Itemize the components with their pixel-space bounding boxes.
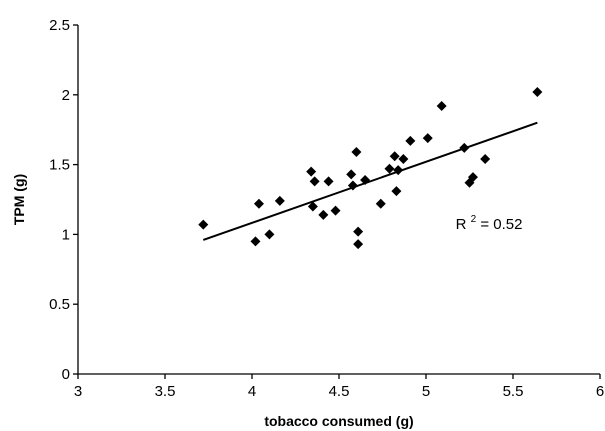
axes [77, 25, 600, 375]
data-point-diamond [347, 180, 358, 191]
data-point-diamond [351, 147, 362, 158]
data-point-diamond [384, 163, 395, 174]
x-tick-label: 4.5 [329, 383, 350, 400]
x-tick-label: 4 [248, 383, 256, 400]
x-tick-label: 5 [422, 383, 430, 400]
data-point-diamond [459, 142, 470, 153]
data-point-diamond [467, 172, 478, 183]
data-point-diamond [250, 236, 261, 247]
y-tick-label: 0 [62, 366, 70, 383]
y-tick-label: 1 [62, 226, 70, 243]
trend-line [202, 121, 538, 241]
data-point-diamond [330, 205, 341, 216]
data-point-diamond [405, 135, 416, 146]
r-squared-annotation: R 2 = 0.52 [456, 209, 523, 233]
x-tick-label: 3.5 [155, 383, 176, 400]
y-axis-title: TPM (g) [11, 174, 27, 225]
data-point-diamond [532, 87, 543, 98]
data-points [198, 87, 543, 250]
data-point-diamond [360, 174, 371, 185]
data-point-diamond [436, 100, 447, 111]
data-point-diamond [264, 229, 275, 240]
x-axis-title: tobacco consumed (g) [264, 413, 413, 429]
data-point-diamond [307, 201, 318, 212]
data-point-diamond [318, 209, 329, 220]
r-squared-superscript: 2 [471, 214, 477, 225]
y-tick-label: 2 [62, 87, 70, 104]
x-axis-ticks: 3 3.5 4 4.5 5 5.5 6 [74, 374, 604, 400]
x-tick-label: 6 [596, 383, 604, 400]
data-point-diamond [346, 169, 357, 180]
data-point-diamond [198, 219, 209, 230]
data-point-diamond [375, 198, 386, 209]
y-axis-ticks: 0 0.5 1 1.5 2 2.5 [49, 17, 78, 383]
data-point-diamond [398, 154, 409, 165]
data-point-diamond [393, 165, 404, 176]
r-squared-value: = 0.52 [480, 216, 522, 233]
data-point-diamond [253, 198, 264, 209]
data-point-diamond [323, 176, 334, 187]
y-tick-label: 2.5 [49, 17, 70, 34]
data-point-diamond [389, 151, 400, 162]
data-point-diamond [391, 186, 402, 197]
data-point-diamond [306, 166, 317, 177]
data-point-diamond [353, 226, 364, 237]
r-squared-symbol: R [456, 216, 467, 233]
data-point-diamond [274, 195, 285, 206]
data-point-diamond [309, 176, 320, 187]
data-point-diamond [353, 239, 364, 250]
x-tick-label: 3 [74, 383, 82, 400]
data-point-diamond [480, 154, 491, 165]
y-tick-label: 1.5 [49, 157, 70, 174]
x-tick-label: 5.5 [503, 383, 524, 400]
data-point-diamond [422, 133, 433, 144]
y-tick-label: 0.5 [49, 296, 70, 313]
